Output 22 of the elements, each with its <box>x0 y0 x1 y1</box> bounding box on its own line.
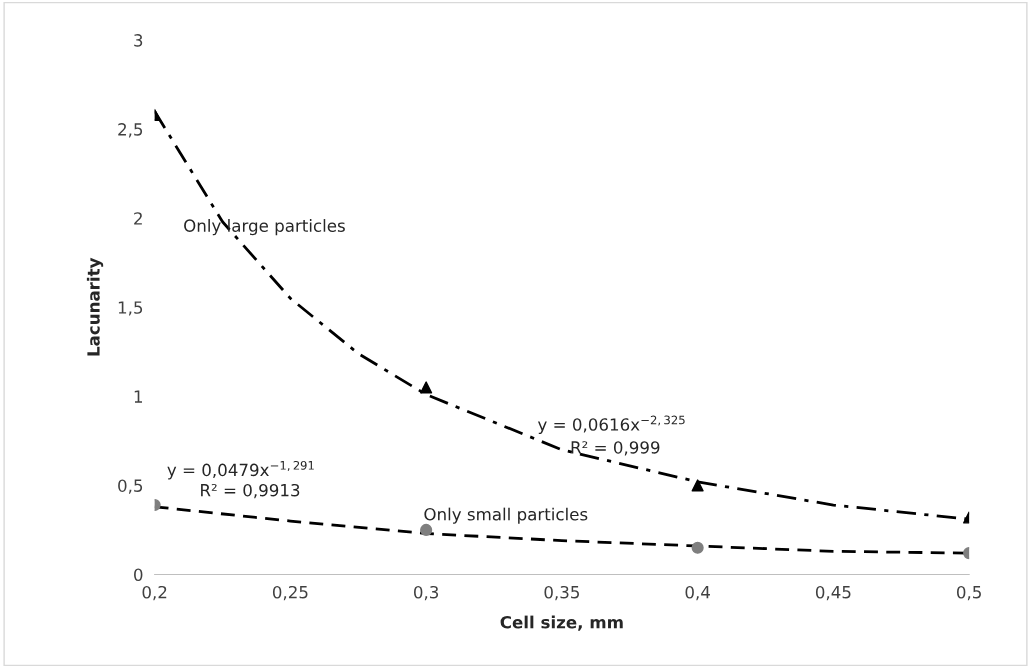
y-tick-label: 2,5 <box>118 123 143 138</box>
annotation: Only small particles <box>424 507 588 524</box>
x-tick-label: 0,4 <box>685 585 710 601</box>
y-tick-label: 0,5 <box>118 479 143 494</box>
annotation: R² = 0,9913 <box>201 483 300 499</box>
y-tick-label: 1 <box>134 390 142 403</box>
x-tick-label: 0,25 <box>272 585 308 601</box>
x-tick-label: 0,5 <box>956 585 981 601</box>
x-tick-label: 0,2 <box>142 585 167 601</box>
x-tick-label: 0,45 <box>815 585 851 601</box>
x-tick-label: 0,3 <box>413 585 439 601</box>
y-tick-label: 0 <box>134 568 143 582</box>
annotation: R² = 0,999 <box>571 441 660 456</box>
x-tick-label: 0,35 <box>544 585 579 601</box>
annotation: y = 0,0479x$^{−1,291}$ <box>167 460 314 480</box>
y-axis-title: Lacunarity <box>86 257 104 356</box>
annotation: Only large particles <box>184 219 345 236</box>
annotation: y = 0,0616x$^{−2,325}$ <box>537 415 685 435</box>
x-axis-title: Cell size, mm <box>500 615 623 631</box>
y-tick-label: 1,5 <box>118 301 143 316</box>
y-tick-label: 3 <box>134 34 143 47</box>
y-tick-label: 2 <box>134 212 142 225</box>
